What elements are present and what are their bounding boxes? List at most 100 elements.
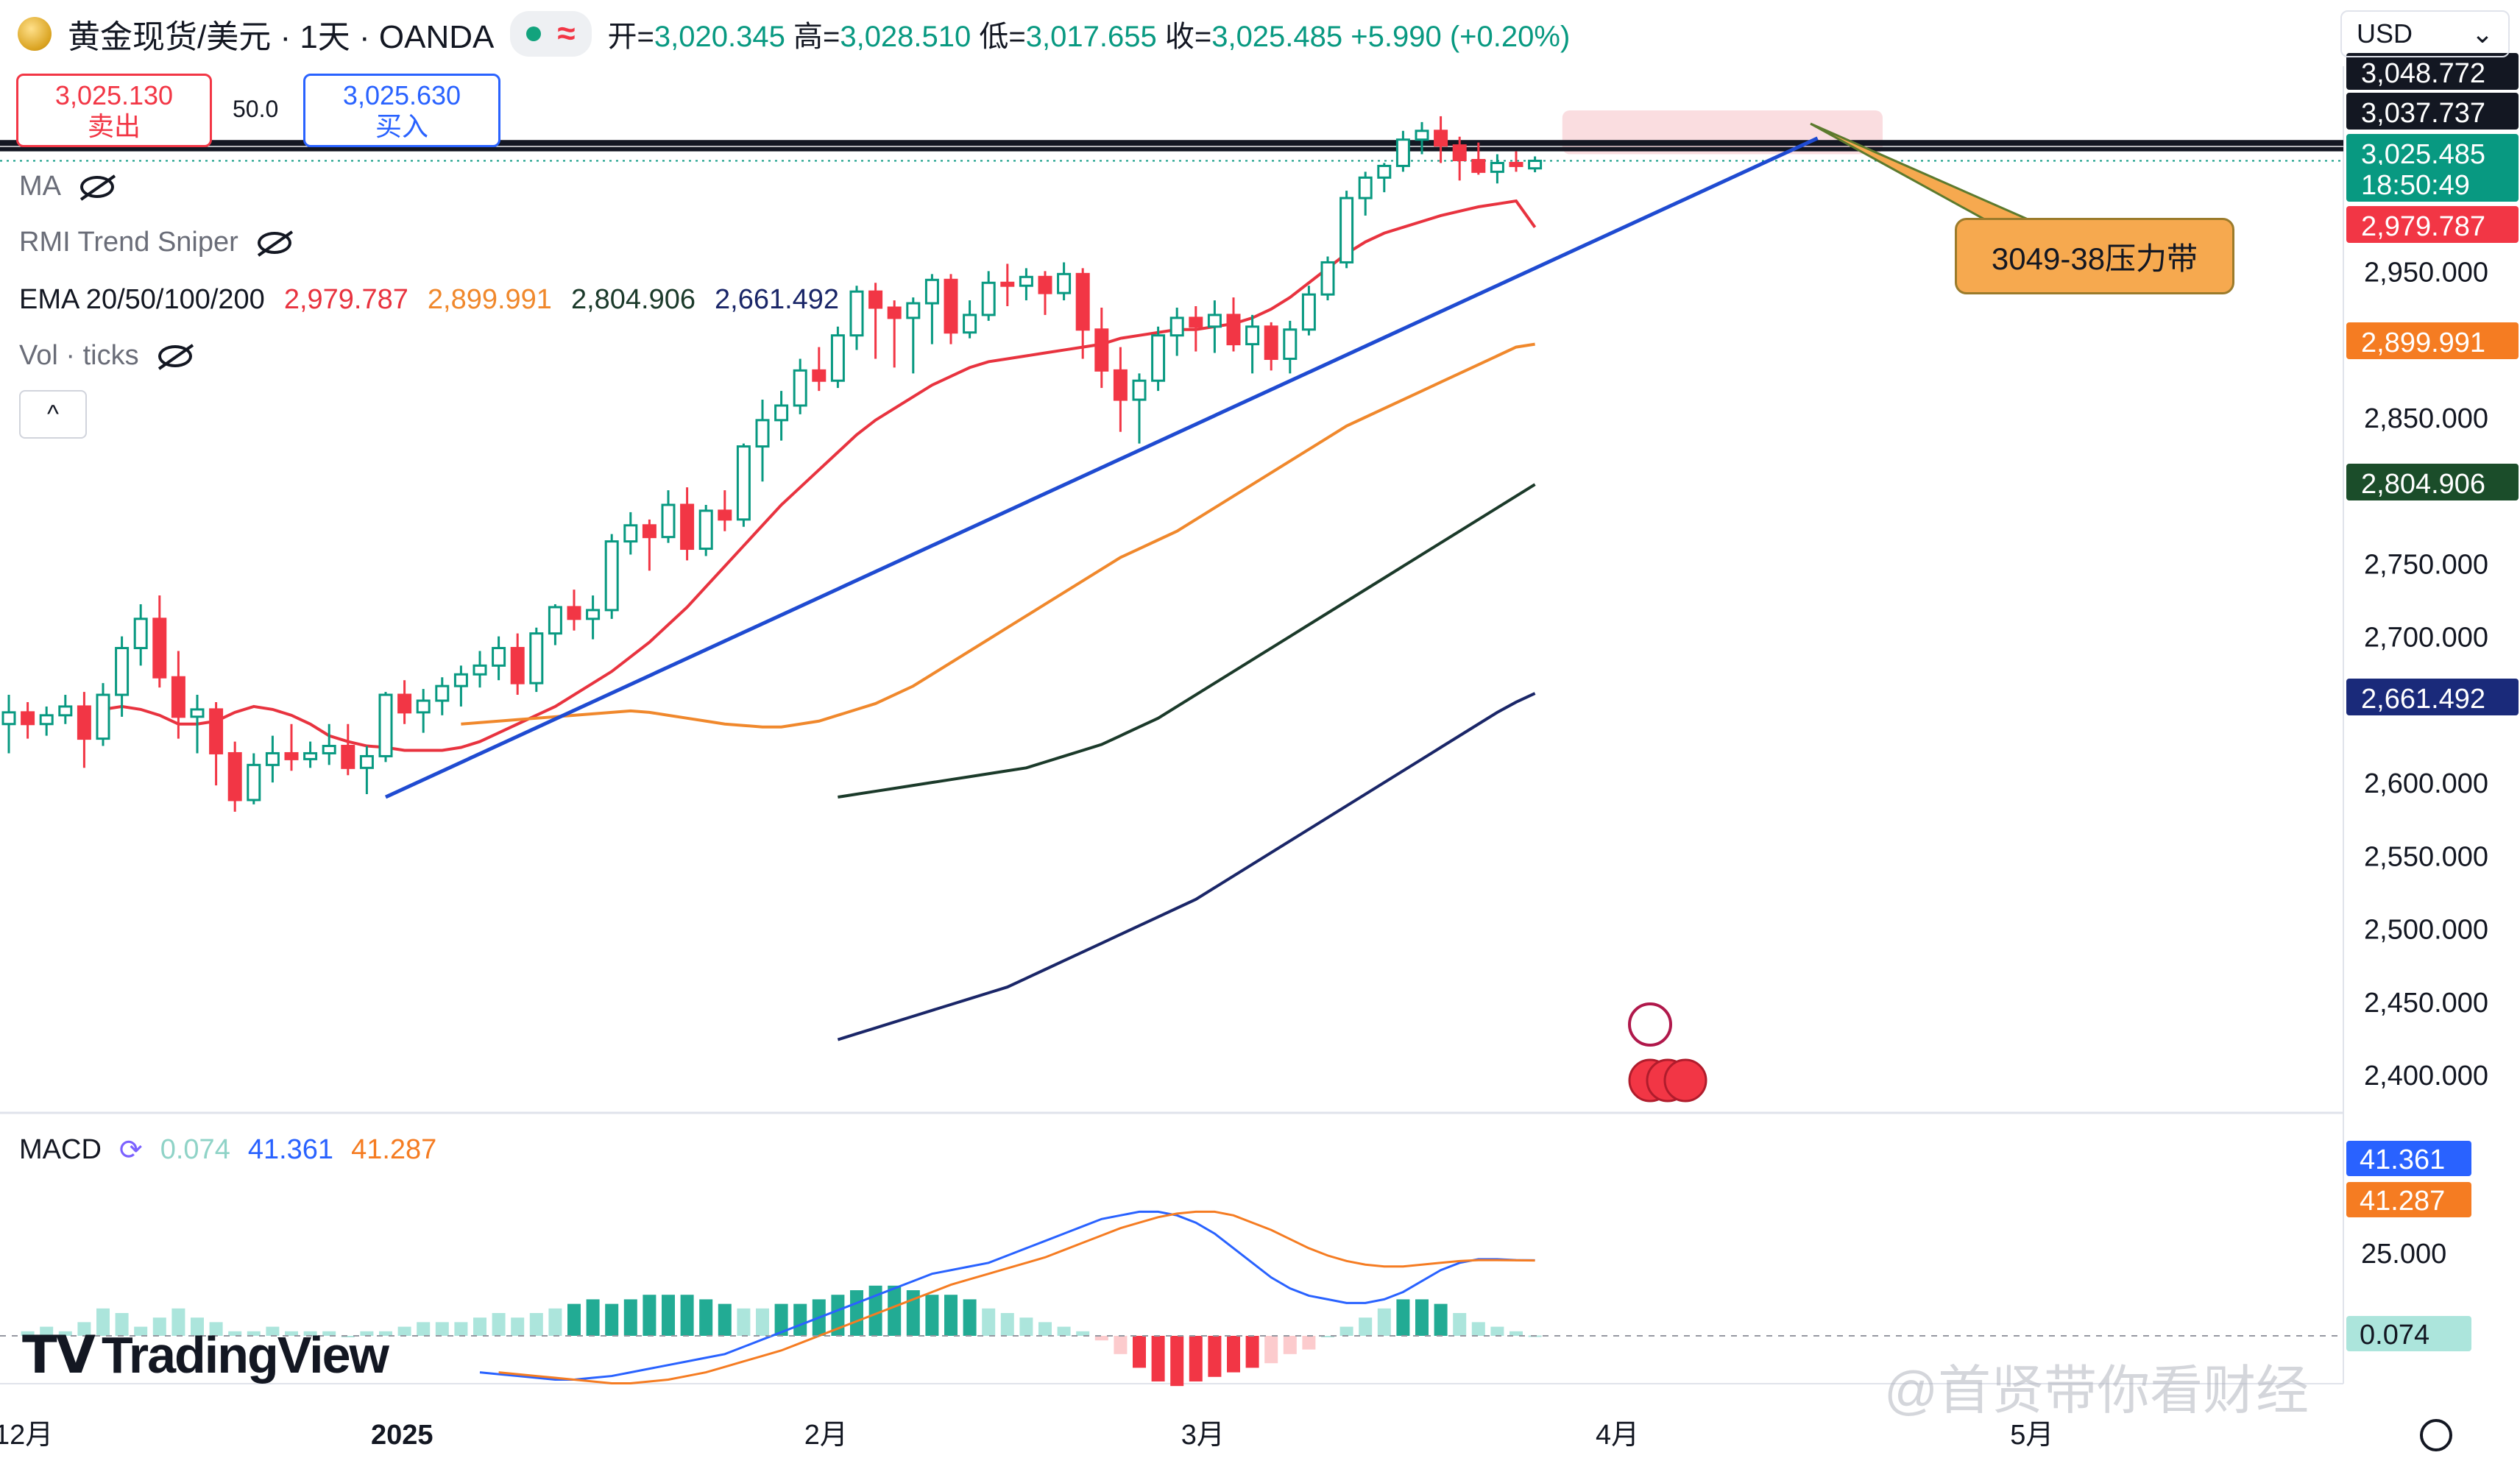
signal-axis-label[interactable]: 41.287	[2360, 1186, 2445, 1217]
indicator-ma[interactable]: MA	[19, 171, 114, 202]
candle[interactable]	[849, 290, 864, 337]
indicator-vol[interactable]: Vol · ticks	[19, 340, 192, 372]
candle[interactable]	[492, 647, 506, 667]
candle[interactable]	[1189, 316, 1203, 328]
sell-button[interactable]: 3,025.130 卖出	[16, 74, 212, 147]
axis-label-ema100[interactable]: 2,804.906	[2361, 469, 2485, 500]
candle[interactable]	[1283, 328, 1298, 360]
candle[interactable]	[1377, 164, 1392, 179]
candle[interactable]	[661, 503, 676, 539]
candle[interactable]	[1301, 293, 1316, 331]
candle[interactable]	[1000, 281, 1015, 287]
candle[interactable]	[190, 708, 205, 718]
candle[interactable]	[1038, 275, 1052, 294]
histogram-axis-label[interactable]: 0.074	[2360, 1320, 2429, 1351]
candle[interactable]	[435, 684, 450, 702]
candle[interactable]	[209, 708, 224, 754]
candle[interactable]	[793, 369, 807, 407]
axis-label-ema50[interactable]: 2,899.991	[2361, 328, 2485, 358]
candle[interactable]	[227, 751, 242, 802]
candle[interactable]	[1490, 161, 1504, 173]
candle[interactable]	[1509, 161, 1523, 167]
candle[interactable]	[397, 693, 412, 714]
collapse-indicators-button[interactable]: ^	[19, 390, 87, 439]
candle[interactable]	[1019, 275, 1033, 287]
ema-line-ema100[interactable]	[838, 483, 1536, 799]
candle[interactable]	[473, 664, 487, 676]
currency-select[interactable]: USD ⌄	[2340, 10, 2510, 57]
candle[interactable]	[774, 404, 789, 422]
candle[interactable]	[1207, 314, 1222, 328]
candle[interactable]	[1, 711, 16, 726]
candle[interactable]	[1132, 379, 1147, 401]
candle[interactable]	[96, 693, 110, 740]
candle[interactable]	[58, 705, 73, 717]
candle[interactable]	[247, 763, 261, 802]
candle[interactable]	[322, 745, 336, 754]
refresh-icon[interactable]: ⟳	[118, 1135, 143, 1166]
buy-button[interactable]: 3,025.630 买入	[303, 74, 500, 147]
axis-label-ema200[interactable]: 2,661.492	[2361, 684, 2485, 715]
candle[interactable]	[341, 745, 355, 769]
candle[interactable]	[1094, 328, 1109, 372]
us-flag-event-icon[interactable]	[1663, 1058, 1707, 1103]
candle[interactable]	[77, 705, 91, 740]
ema-line-ema200[interactable]	[837, 692, 1536, 1041]
candle[interactable]	[567, 606, 581, 620]
candle[interactable]	[680, 503, 695, 551]
candle[interactable]	[1434, 130, 1448, 147]
trend-line[interactable]	[384, 136, 1819, 799]
settings-target-icon[interactable]	[2420, 1419, 2452, 1451]
candle[interactable]	[1245, 325, 1260, 346]
candle[interactable]	[1264, 325, 1278, 360]
candle[interactable]	[416, 699, 431, 714]
candle[interactable]	[1358, 176, 1373, 199]
candle[interactable]	[812, 369, 827, 382]
candle[interactable]	[378, 693, 393, 757]
candle[interactable]	[981, 281, 996, 316]
candle[interactable]	[1075, 272, 1090, 331]
macd-axis-label[interactable]: 41.361	[2360, 1144, 2445, 1175]
market-status-pill[interactable]: ≈	[510, 11, 592, 57]
candle[interactable]	[265, 751, 280, 766]
candle[interactable]	[755, 419, 770, 448]
candle[interactable]	[906, 302, 921, 319]
candle[interactable]	[453, 673, 468, 687]
candle[interactable]	[887, 306, 902, 319]
lightning-event-icon[interactable]	[1628, 1002, 1672, 1047]
symbol-title[interactable]: 黄金现货/美元 · 1天 · OANDA	[68, 19, 495, 55]
candle[interactable]	[698, 509, 713, 551]
candle[interactable]	[623, 524, 638, 543]
candle[interactable]	[604, 540, 619, 612]
candle[interactable]	[1452, 144, 1467, 161]
macd-line[interactable]	[479, 1210, 1535, 1381]
axis-label-resistance[interactable]: 3,037.737	[2361, 98, 2485, 129]
candle[interactable]	[548, 606, 562, 635]
ema-line-ema20[interactable]	[102, 199, 1537, 752]
candle[interactable]	[1528, 160, 1543, 170]
candle[interactable]	[39, 714, 54, 726]
eye-hidden-icon[interactable]	[158, 344, 192, 367]
candle[interactable]	[1395, 138, 1410, 167]
candle[interactable]	[924, 278, 939, 305]
candle[interactable]	[359, 754, 374, 769]
candle[interactable]	[642, 524, 656, 539]
macd-signal-line[interactable]	[498, 1210, 1535, 1384]
candle[interactable]	[1471, 158, 1486, 173]
candle[interactable]	[1113, 369, 1128, 401]
candle[interactable]	[586, 609, 601, 620]
axis-label-resistance-top[interactable]: 3,048.772	[2361, 58, 2485, 89]
candle[interactable]	[152, 618, 167, 679]
candle[interactable]	[284, 751, 299, 760]
candle[interactable]	[963, 314, 977, 334]
candle[interactable]	[21, 711, 35, 726]
axis-label-countdown[interactable]: 18:50:49	[2361, 170, 2470, 201]
candle[interactable]	[718, 509, 732, 521]
candle[interactable]	[1151, 334, 1166, 382]
eye-hidden-icon[interactable]	[257, 231, 291, 254]
candle[interactable]	[133, 618, 148, 650]
candle[interactable]	[1057, 272, 1072, 294]
candle[interactable]	[115, 647, 130, 696]
candle[interactable]	[1320, 261, 1335, 296]
